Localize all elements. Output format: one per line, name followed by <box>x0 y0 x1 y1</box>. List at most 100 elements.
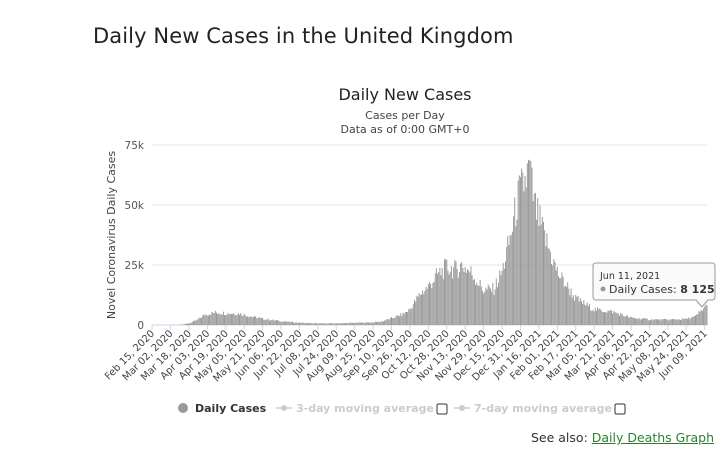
bar[interactable] <box>300 322 302 325</box>
bar[interactable] <box>619 315 620 325</box>
bar[interactable] <box>288 321 290 325</box>
bar[interactable] <box>613 311 615 325</box>
bar[interactable] <box>230 314 232 325</box>
bar[interactable] <box>334 323 336 325</box>
bar[interactable] <box>326 323 328 325</box>
bar[interactable] <box>639 319 641 325</box>
bar[interactable] <box>399 316 401 325</box>
bar[interactable] <box>498 282 500 325</box>
bar[interactable] <box>526 163 528 325</box>
bar[interactable] <box>214 310 216 325</box>
bar[interactable] <box>514 197 516 325</box>
bar[interactable] <box>377 322 379 325</box>
bar[interactable] <box>262 317 264 325</box>
bar[interactable] <box>622 315 624 325</box>
bar[interactable] <box>187 323 189 325</box>
bar[interactable] <box>648 320 650 325</box>
bar[interactable] <box>652 320 654 325</box>
bar[interactable] <box>333 323 335 325</box>
bar[interactable] <box>678 319 680 325</box>
bar[interactable] <box>247 316 249 325</box>
bar[interactable] <box>509 234 511 325</box>
bar[interactable] <box>456 269 458 325</box>
bar[interactable] <box>549 251 551 325</box>
bar[interactable] <box>325 323 327 325</box>
daily-deaths-link[interactable]: Daily Deaths Graph <box>591 430 714 445</box>
bar[interactable] <box>616 313 618 325</box>
bar[interactable] <box>188 323 190 325</box>
bar[interactable] <box>506 247 508 325</box>
bar[interactable] <box>528 159 530 325</box>
bar[interactable] <box>387 319 389 325</box>
bar[interactable] <box>490 288 492 325</box>
bar[interactable] <box>450 266 452 325</box>
bar[interactable] <box>422 290 424 326</box>
bar[interactable] <box>566 287 568 325</box>
bar[interactable] <box>448 274 450 325</box>
bar[interactable] <box>681 319 683 325</box>
bar[interactable] <box>414 299 416 325</box>
bar[interactable] <box>431 288 433 325</box>
bar[interactable] <box>593 311 595 325</box>
bar[interactable] <box>222 311 224 325</box>
bar[interactable] <box>298 322 300 325</box>
bar[interactable] <box>294 322 296 325</box>
bar[interactable] <box>460 263 462 325</box>
bar[interactable] <box>585 305 587 325</box>
bar[interactable] <box>207 315 209 325</box>
bar[interactable] <box>181 324 183 326</box>
bar[interactable] <box>312 323 314 325</box>
bar[interactable] <box>547 247 549 325</box>
bar[interactable] <box>255 316 257 325</box>
bar[interactable] <box>491 291 493 325</box>
bar[interactable] <box>342 322 344 325</box>
bar[interactable] <box>629 317 631 325</box>
bar[interactable] <box>244 315 246 325</box>
bar[interactable] <box>354 323 356 325</box>
bar[interactable] <box>232 313 234 325</box>
bar[interactable] <box>540 224 542 325</box>
bar[interactable] <box>453 267 455 325</box>
bar[interactable] <box>416 295 418 325</box>
bar[interactable] <box>311 323 313 325</box>
bar[interactable] <box>569 295 571 325</box>
bar[interactable] <box>699 311 701 325</box>
bar[interactable] <box>485 287 487 325</box>
bar[interactable] <box>445 258 447 325</box>
bar[interactable] <box>227 312 229 325</box>
bar[interactable] <box>579 297 581 325</box>
bar[interactable] <box>228 314 230 325</box>
bar[interactable] <box>513 216 515 325</box>
bar[interactable] <box>266 319 268 325</box>
bar[interactable] <box>351 322 353 325</box>
bar[interactable] <box>335 323 337 325</box>
bar[interactable] <box>373 322 375 325</box>
bar[interactable] <box>308 323 310 325</box>
bar[interactable] <box>598 309 600 325</box>
bar[interactable] <box>517 180 519 325</box>
bar[interactable] <box>396 315 398 325</box>
bar[interactable] <box>653 319 655 325</box>
bar[interactable] <box>274 320 276 325</box>
bar[interactable] <box>400 313 402 325</box>
bar[interactable] <box>602 312 604 325</box>
bar[interactable] <box>318 323 320 325</box>
bar[interactable] <box>667 319 669 325</box>
bar[interactable] <box>265 319 267 325</box>
bar[interactable] <box>472 279 474 325</box>
bar[interactable] <box>587 306 589 325</box>
bar[interactable] <box>581 301 582 325</box>
bar[interactable] <box>251 317 253 325</box>
bar[interactable] <box>378 321 380 325</box>
bar[interactable] <box>198 317 200 325</box>
bar[interactable] <box>487 284 489 325</box>
bar[interactable] <box>267 318 269 325</box>
bar[interactable] <box>662 319 664 325</box>
bar[interactable] <box>530 161 532 325</box>
bar[interactable] <box>385 320 387 325</box>
bar[interactable] <box>249 316 251 325</box>
bar[interactable] <box>494 289 496 325</box>
bar[interactable] <box>440 275 442 325</box>
bar[interactable] <box>411 308 413 325</box>
bar[interactable] <box>315 323 316 325</box>
